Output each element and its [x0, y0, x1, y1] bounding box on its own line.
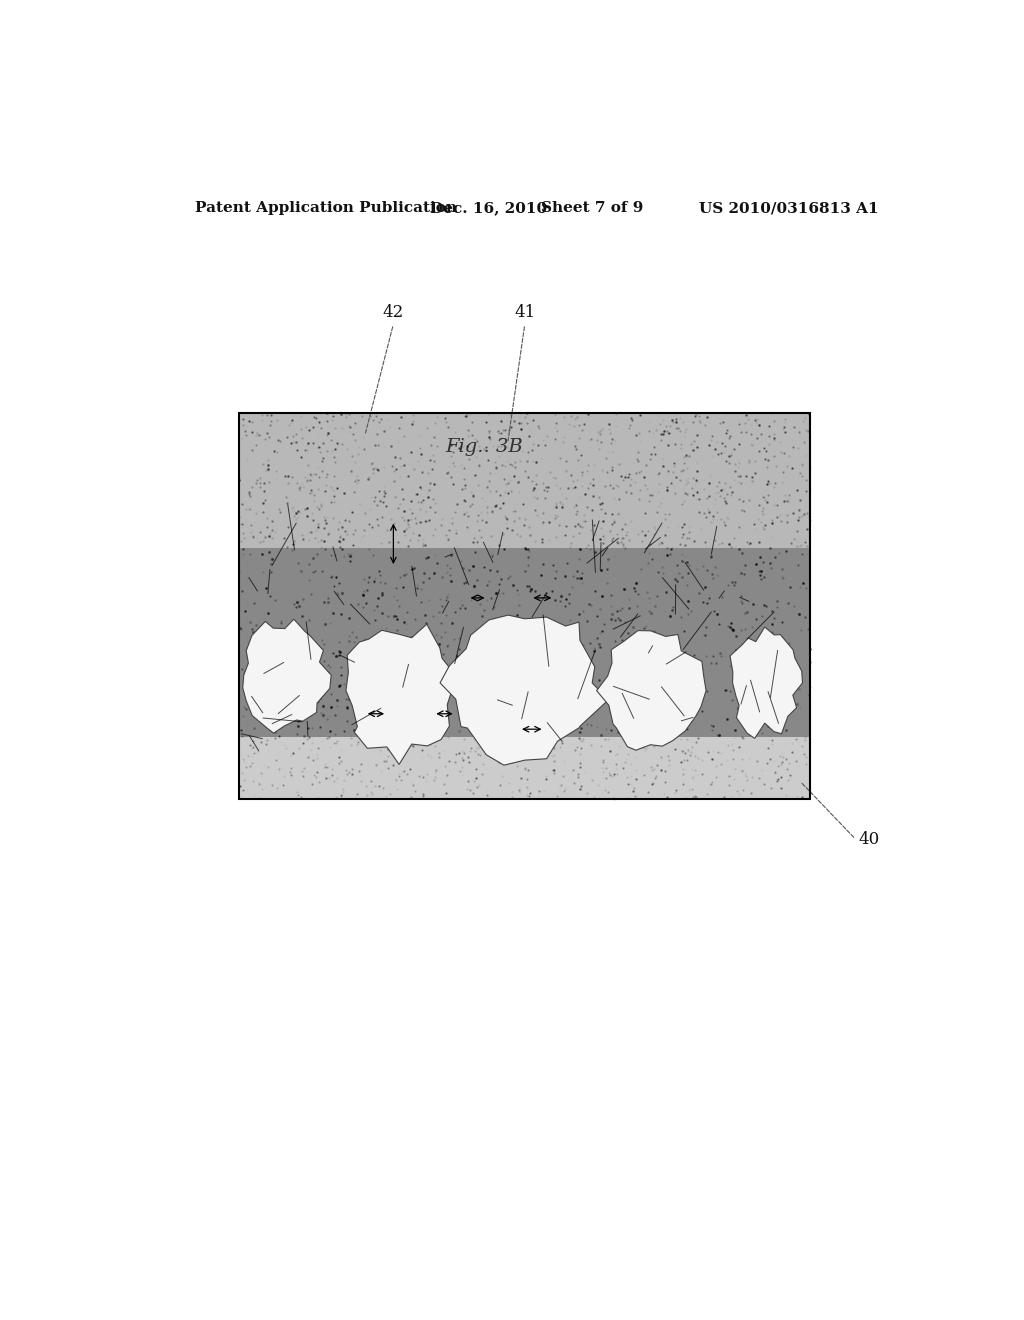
Bar — [240, 737, 811, 799]
Polygon shape — [730, 627, 803, 738]
Bar — [240, 413, 811, 799]
Polygon shape — [346, 624, 454, 764]
Text: Fig.. 3B: Fig.. 3B — [445, 438, 523, 455]
Text: Dec. 16, 2010: Dec. 16, 2010 — [430, 201, 547, 215]
Polygon shape — [440, 615, 608, 766]
Bar — [240, 548, 811, 737]
Text: 40: 40 — [858, 830, 880, 847]
Text: US 2010/0316813 A1: US 2010/0316813 A1 — [699, 201, 879, 215]
Bar — [240, 412, 811, 548]
Text: Patent Application Publication: Patent Application Publication — [196, 201, 458, 215]
Text: 41: 41 — [514, 304, 536, 321]
Polygon shape — [597, 631, 707, 750]
Text: 42: 42 — [383, 304, 404, 321]
Text: Sheet 7 of 9: Sheet 7 of 9 — [541, 201, 643, 215]
Polygon shape — [243, 619, 331, 733]
